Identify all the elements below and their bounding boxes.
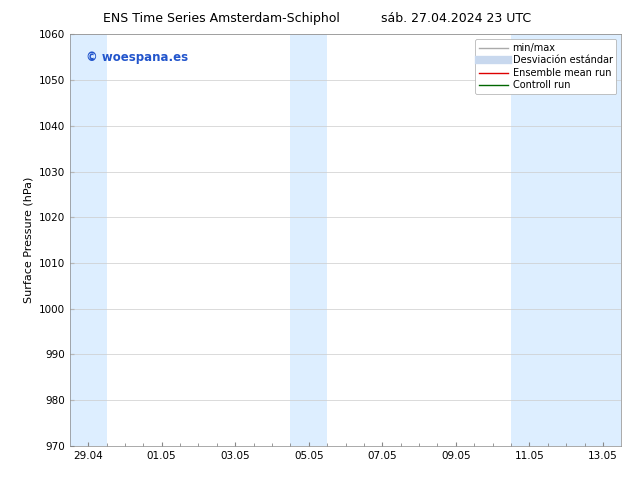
Text: ENS Time Series Amsterdam-Schiphol: ENS Time Series Amsterdam-Schiphol [103, 12, 340, 25]
Bar [290, 34, 327, 446]
Text: sáb. 27.04.2024 23 UTC: sáb. 27.04.2024 23 UTC [382, 12, 531, 25]
Text: © woespana.es: © woespana.es [86, 51, 188, 64]
Bar [70, 34, 107, 446]
Bar [511, 34, 621, 446]
Legend: min/max, Desviación estándar, Ensemble mean run, Controll run: min/max, Desviación estándar, Ensemble m… [475, 39, 616, 94]
Y-axis label: Surface Pressure (hPa): Surface Pressure (hPa) [23, 177, 33, 303]
